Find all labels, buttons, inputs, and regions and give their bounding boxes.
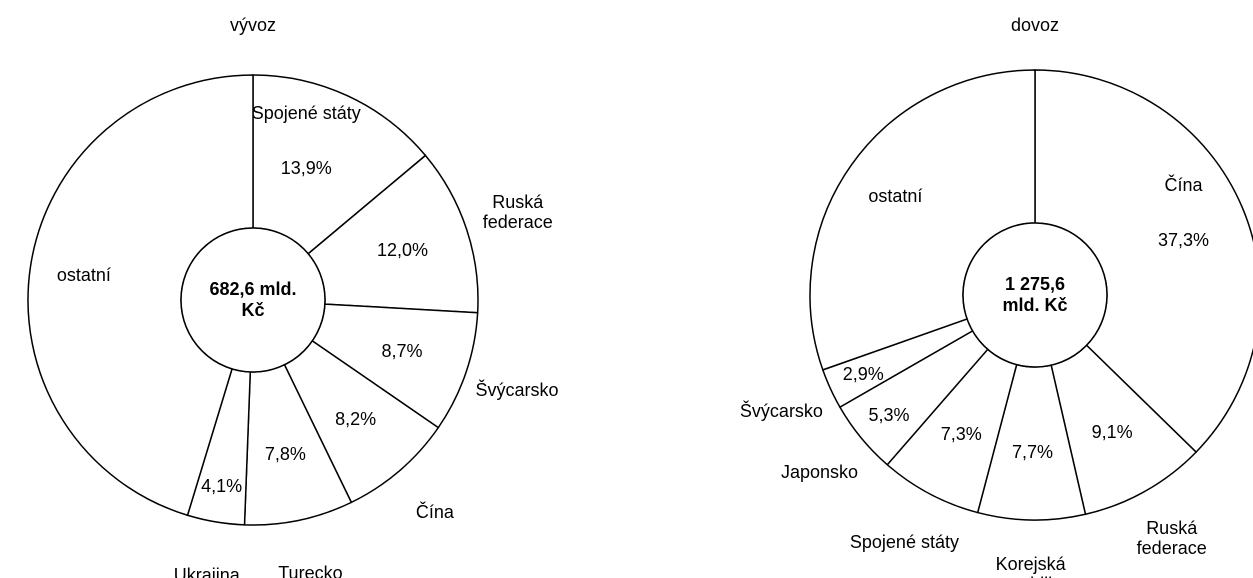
center-circle	[962, 222, 1108, 368]
slice-name: Japonsko	[780, 462, 858, 483]
value-label: 37,3%	[1157, 230, 1209, 251]
value-label: 12,0%	[376, 240, 428, 261]
slice-name: Čína	[1164, 175, 1203, 196]
value-label: 7,7%	[1012, 442, 1054, 463]
center-label: 682,6 mld. Kč	[209, 279, 297, 320]
value-label: 8,7%	[381, 341, 423, 362]
slice-name: ostatní	[868, 186, 923, 207]
value-label: 5,3%	[868, 405, 910, 425]
slice-name: Turecko	[278, 563, 343, 578]
slice-name: Ruská federace	[482, 192, 553, 233]
slice-name: Ruská federace	[1136, 518, 1207, 559]
slice-name: Korejská republika	[994, 553, 1067, 578]
value-label: 7,8%	[264, 444, 306, 465]
center-circle	[180, 227, 326, 373]
value-label: 13,9%	[280, 157, 332, 178]
slice-name: ostatní	[56, 264, 111, 285]
value-label: 4,1%	[201, 476, 243, 497]
chart-title: dovoz	[1010, 15, 1060, 35]
slice-name: Čína	[415, 501, 454, 522]
slice-name: Ukrajina	[173, 565, 240, 578]
value-label: 2,9%	[842, 363, 884, 384]
slice-name: Spojené státy	[251, 102, 361, 123]
value-label: 7,3%	[940, 424, 982, 445]
slice-name: Švýcarsko	[475, 380, 559, 401]
value-label: 8,2%	[335, 409, 377, 430]
center-label: 1 275,6 mld. Kč	[1002, 274, 1068, 315]
chart-title: vývoz	[229, 15, 276, 35]
value-label: 9,1%	[1091, 422, 1133, 443]
slice-name: Spojené státy	[849, 531, 959, 552]
slice-name: Švýcarsko	[739, 401, 823, 422]
